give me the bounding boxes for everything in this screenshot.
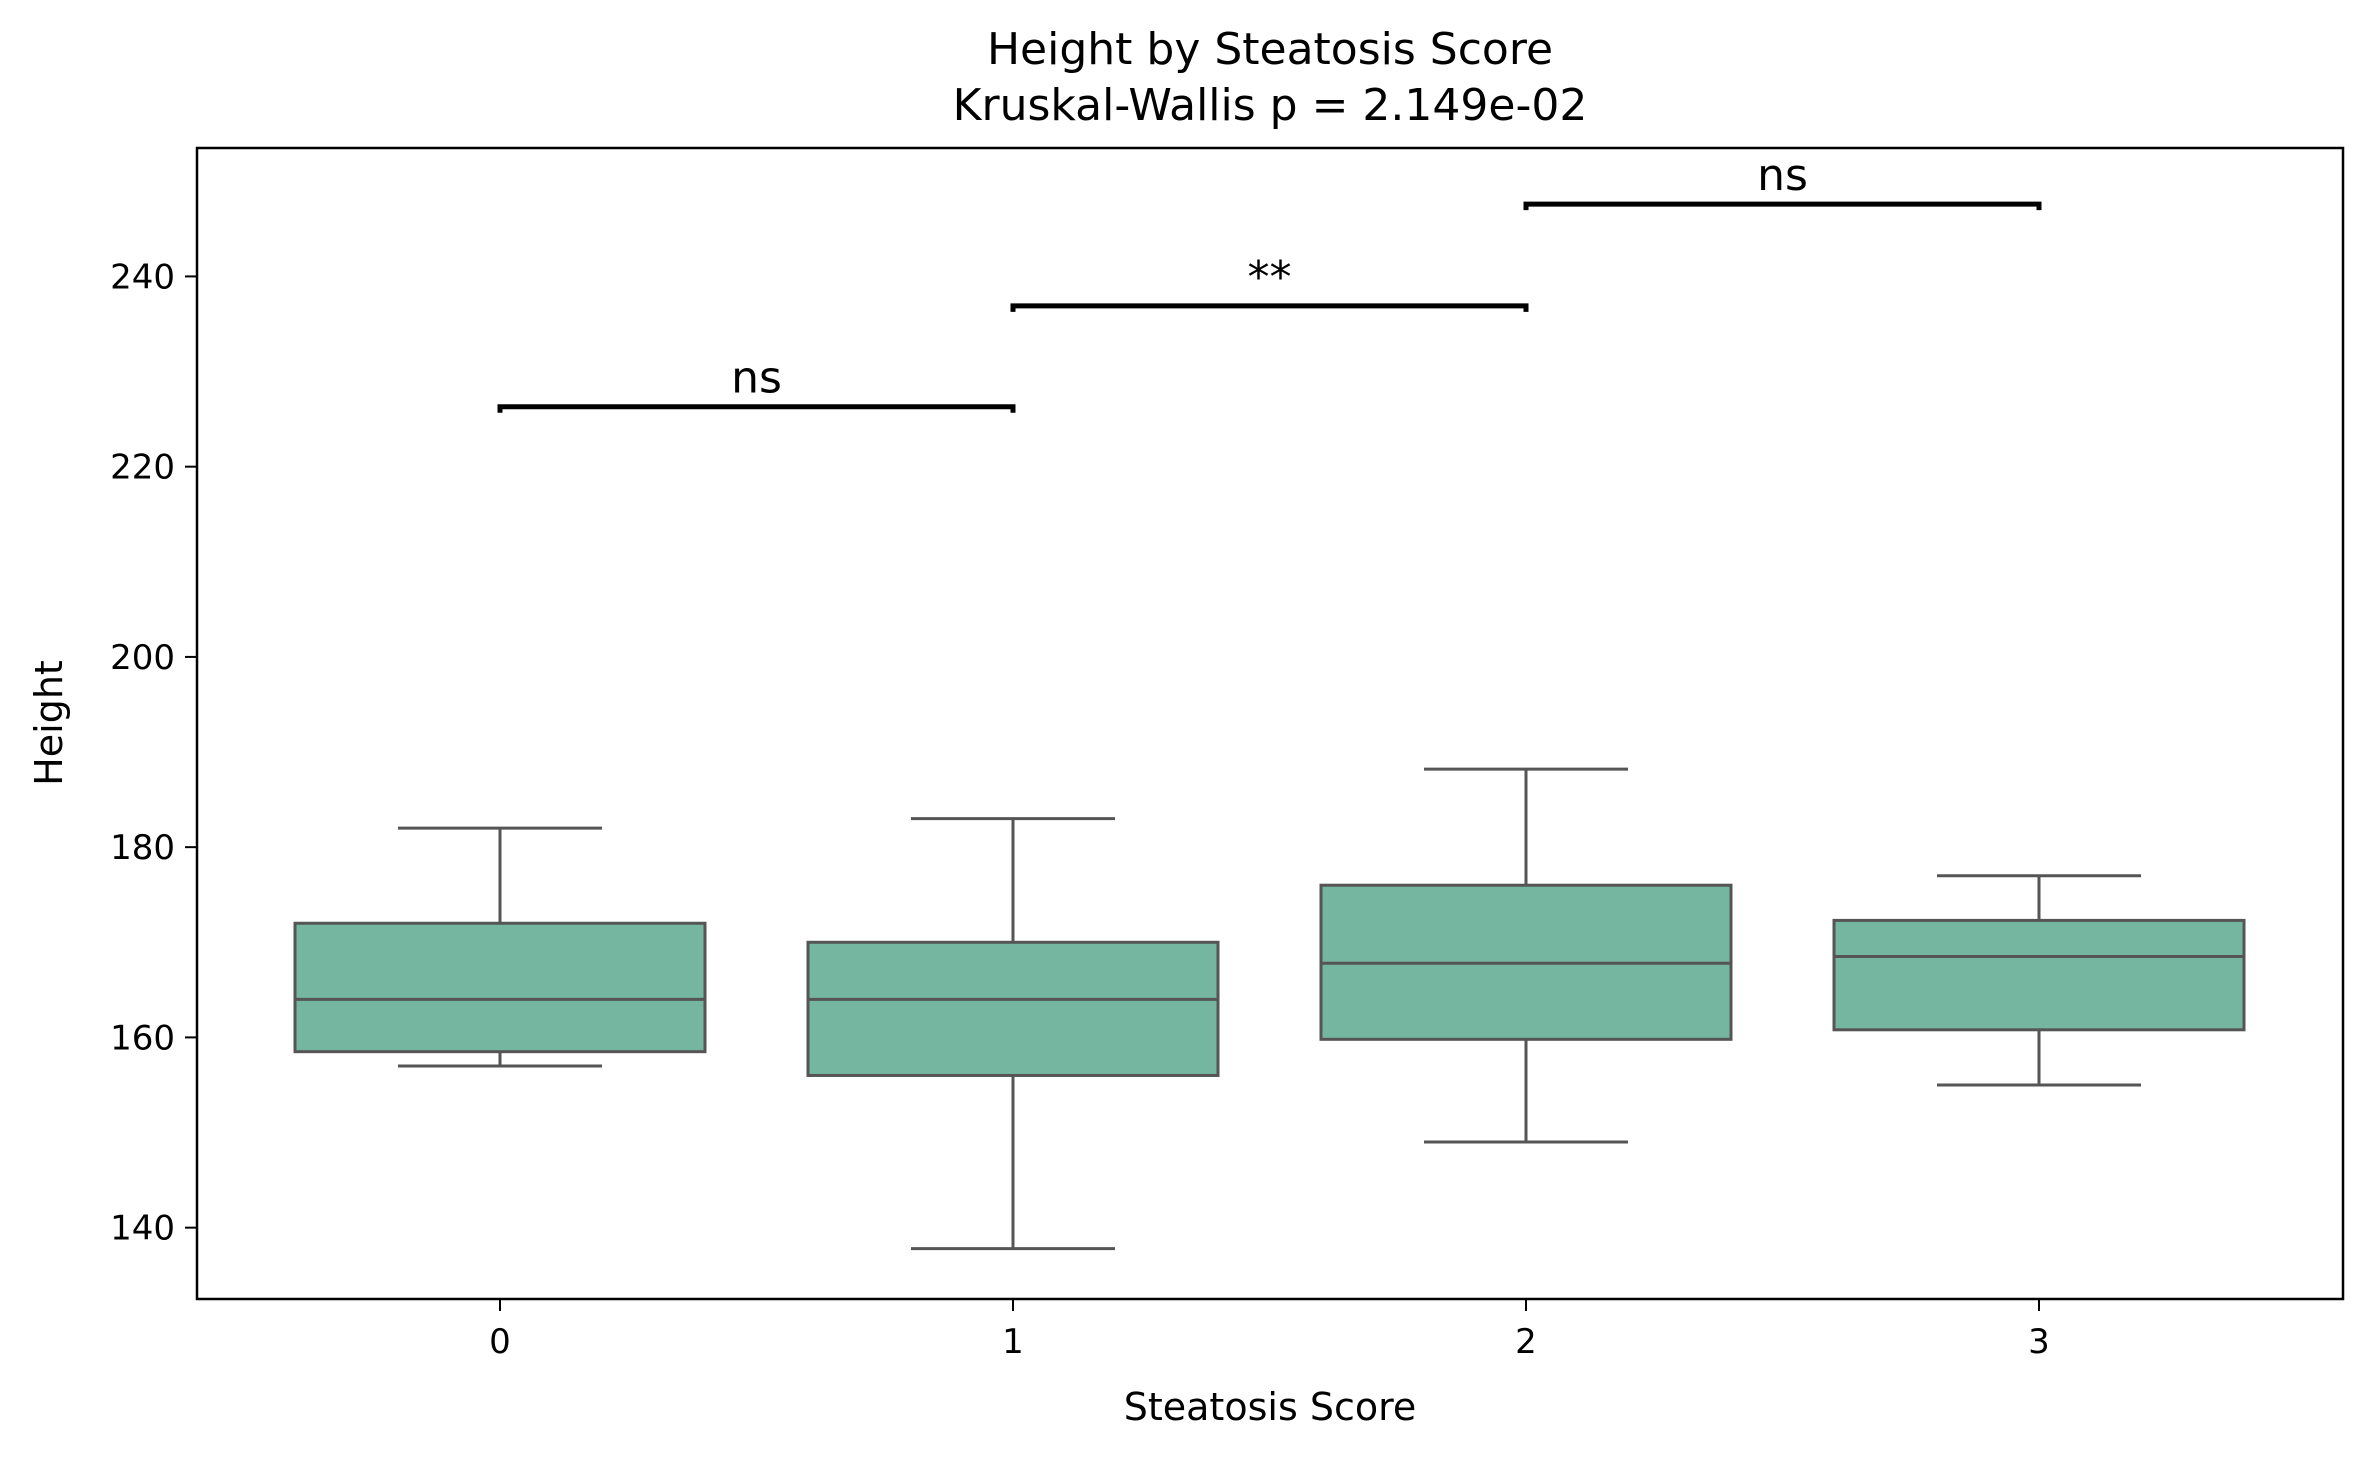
box-2 [1319,767,1733,1144]
box-3 [1832,874,2246,1087]
iqr-box [806,940,1220,1077]
x-tick-label: 0 [489,1322,511,1362]
box-1 [806,817,1220,1251]
significance-label: ns [731,353,782,404]
y-tick-label: 240 [110,257,175,297]
y-tick-label: 180 [110,828,175,868]
boxes-group [293,767,2246,1251]
bracket-line [1523,201,2042,211]
x-tick-label: 1 [1002,1322,1024,1362]
y-tick-label: 140 [110,1209,175,1249]
box-0 [293,826,707,1068]
significance-bracket: ns [497,353,1016,413]
significance-annotations: ns ** ns [497,150,2042,413]
y-axis-label: Height [27,660,71,786]
iqr-box [1832,918,2246,1032]
chart-title: Height by Steatosis Score [987,24,1553,75]
bracket-line [497,404,1016,413]
iqr-box [293,921,707,1054]
y-axis: 140 160 180 200 220 240 [110,257,197,1249]
significance-bracket: ns [1523,150,2042,211]
plot-frame [195,146,2345,1301]
x-tick-label: 3 [2028,1322,2050,1362]
significance-bracket: ** [1010,252,1529,312]
x-tick-label: 2 [1515,1322,1537,1362]
y-tick-label: 220 [110,448,175,488]
y-tick-label: 160 [110,1018,175,1058]
bracket-line [1010,303,1529,312]
x-axis: 0 1 2 3 [489,1299,2050,1362]
significance-label: ns [1757,150,1808,201]
significance-label: ** [1248,252,1292,303]
x-axis-label: Steatosis Score [1124,1385,1417,1429]
chart-subtitle: Kruskal-Wallis p = 2.149e-02 [953,80,1588,131]
y-tick-label: 200 [110,638,175,678]
